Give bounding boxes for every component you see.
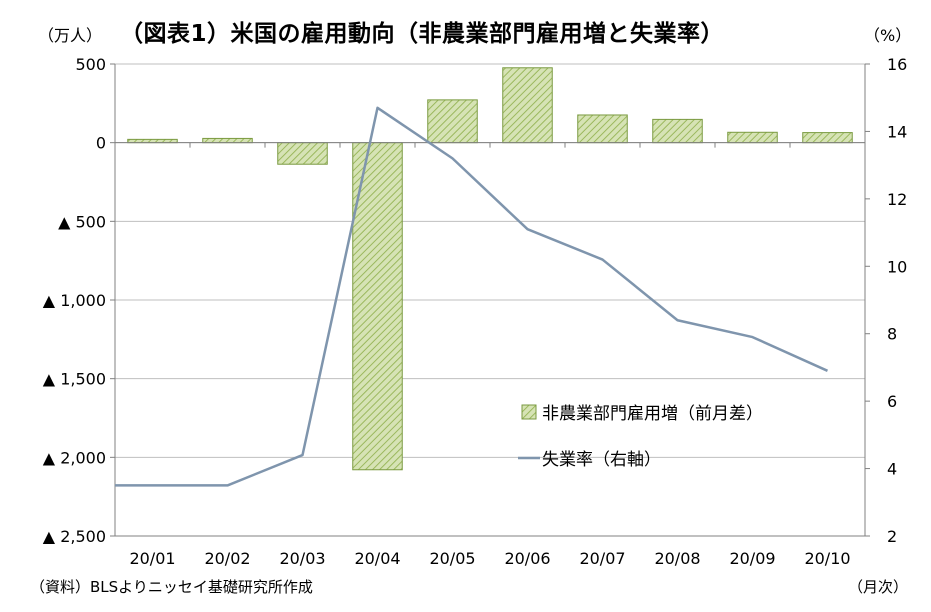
x-tick-label: 20/07 <box>579 549 625 568</box>
legend: 非農業部門雇用増（前月差） 失業率（右軸） <box>518 404 763 470</box>
bar <box>202 137 253 144</box>
left-tick-labels: 500 0 ▲ 500 ▲ 1,000 ▲ 1,500 ▲ 2,000 ▲ 2,500 <box>43 55 106 546</box>
x-tick-label: 20/06 <box>504 549 550 568</box>
source-note: （資料）BLSよりニッセイ基礎研究所作成 <box>30 578 313 596</box>
left-tick-label: ▲ 500 <box>58 212 106 231</box>
right-tick-label: 12 <box>887 190 907 209</box>
x-axis-unit: （月次） <box>848 578 909 596</box>
x-tick-labels: 20/01 20/02 20/03 20/04 20/05 20/06 20/07 20/08… <box>129 549 850 568</box>
axes <box>110 63 870 537</box>
right-tick-labels: 16 14 12 10 8 6 4 2 <box>887 55 907 546</box>
x-tick-label: 20/08 <box>654 549 700 568</box>
left-tick-label: ▲ 1,500 <box>43 370 106 389</box>
right-tick-label: 8 <box>887 325 897 344</box>
left-tick-label: ▲ 2,000 <box>43 448 106 467</box>
right-tick-label: 10 <box>887 257 907 276</box>
left-tick-label: ▲ 1,000 <box>43 291 106 310</box>
bar <box>802 132 853 144</box>
x-tick-label: 20/10 <box>804 549 850 568</box>
left-tick-label: ▲ 2,500 <box>43 527 106 546</box>
line-series <box>115 106 829 487</box>
right-axis-unit: （%） <box>864 26 912 45</box>
chart-title: （図表1）米国の雇用動向（非農業部門雇用増と失業率） <box>120 21 725 47</box>
unemployment-rate-line <box>115 106 829 487</box>
x-tick-label: 20/01 <box>129 549 175 568</box>
x-tick-label: 20/03 <box>279 549 325 568</box>
right-tick-label: 16 <box>887 55 907 74</box>
bar <box>427 99 478 144</box>
x-tick-label: 20/02 <box>204 549 250 568</box>
bar-series <box>127 67 853 471</box>
legend-bar-swatch <box>521 404 537 420</box>
left-tick-label: 0 <box>96 134 106 153</box>
x-tick-label: 20/04 <box>354 549 400 568</box>
right-tick-label: 6 <box>887 392 897 411</box>
bar <box>502 67 553 144</box>
bar <box>577 114 628 144</box>
bar <box>727 131 778 144</box>
right-tick-label: 2 <box>887 527 897 546</box>
right-tick-label: 14 <box>887 122 907 141</box>
bar <box>352 142 403 471</box>
legend-line-label: 失業率（右軸） <box>542 450 661 470</box>
x-tick-label: 20/09 <box>729 549 775 568</box>
legend-bar-label: 非農業部門雇用増（前月差） <box>542 404 763 424</box>
left-tick-label: 500 <box>75 55 106 74</box>
left-axis-unit: （万人） <box>38 26 103 45</box>
x-tick-label: 20/05 <box>429 549 475 568</box>
bar <box>277 142 328 165</box>
right-tick-label: 4 <box>887 460 897 479</box>
bar <box>652 118 703 144</box>
